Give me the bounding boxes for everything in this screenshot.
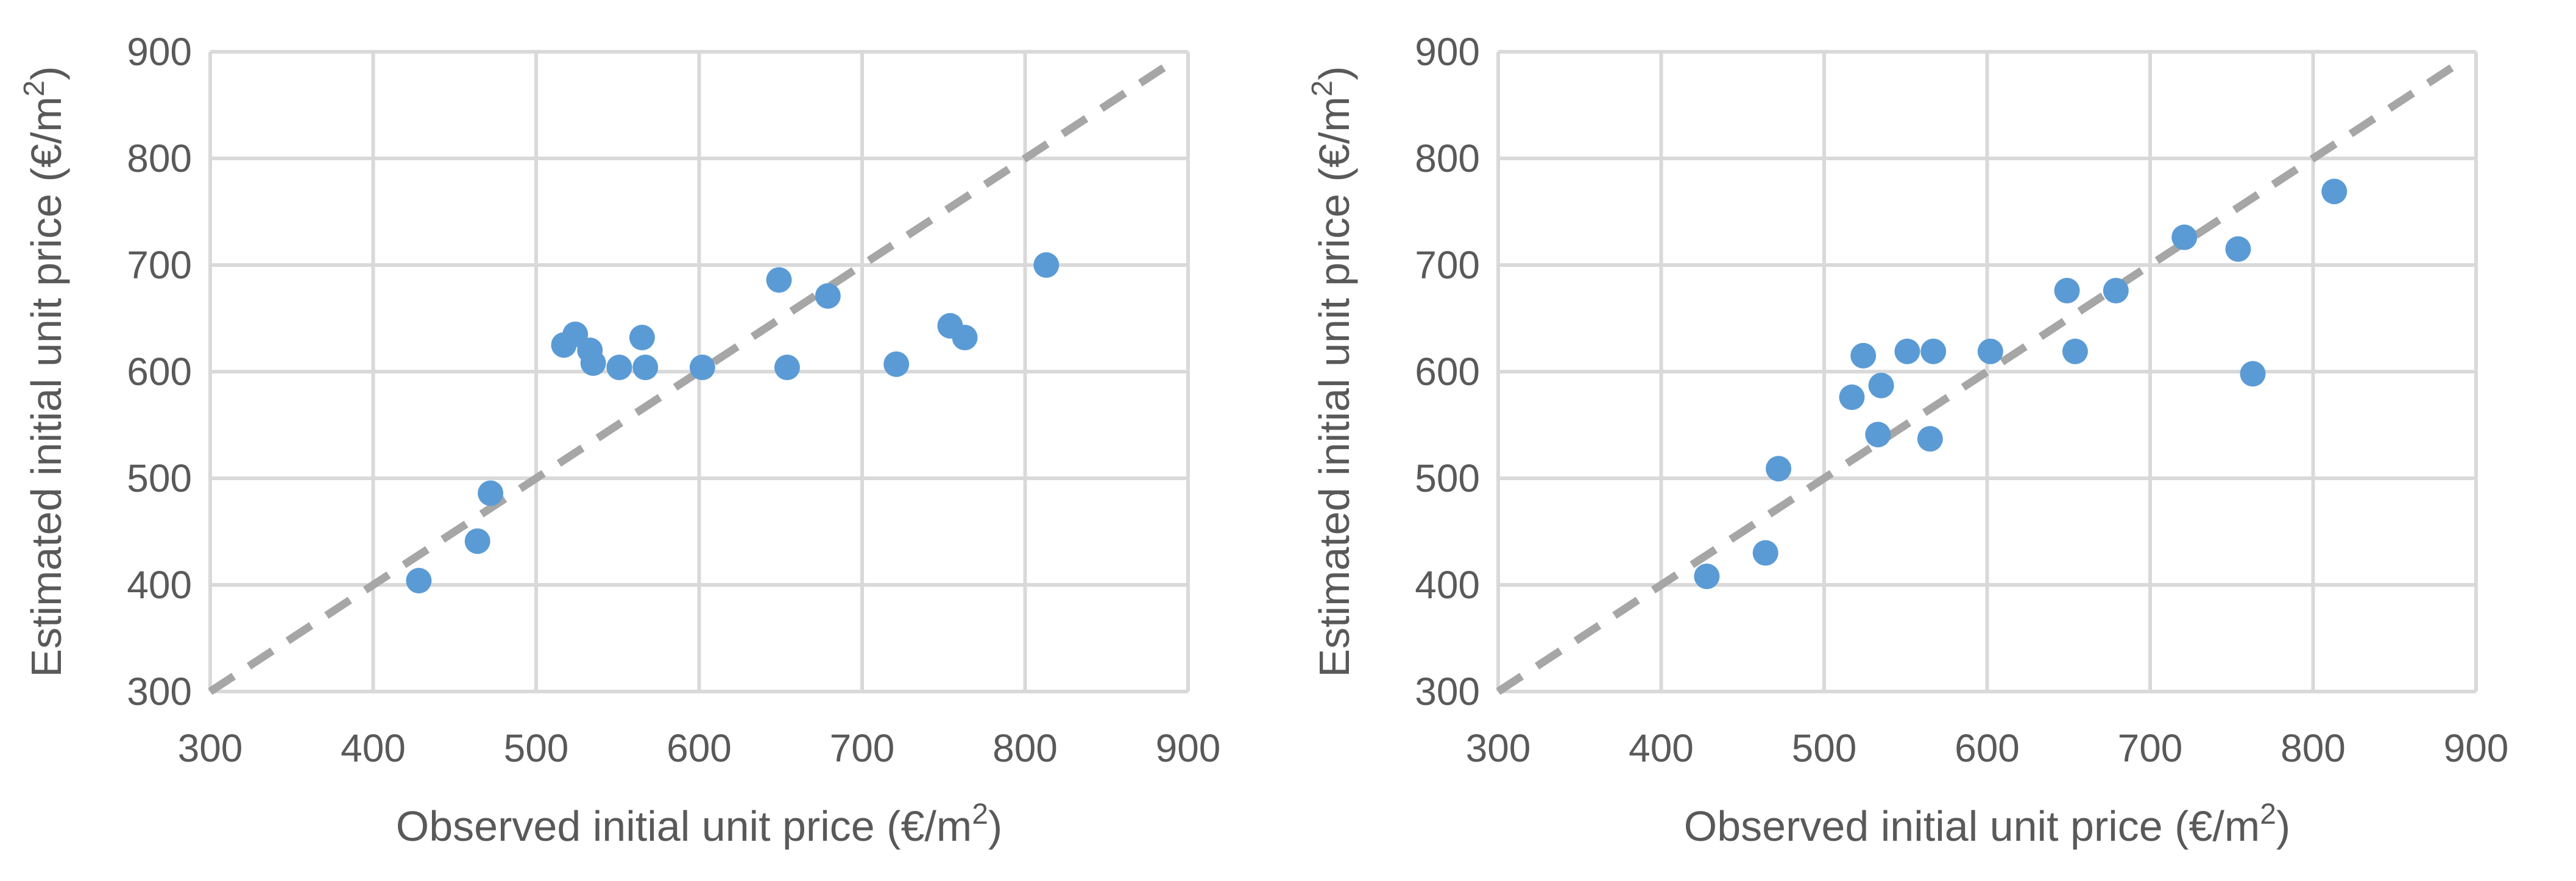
y-axis-title-closing: ) [23,66,70,80]
y-tick-label: 900 [127,30,192,74]
data-point [2225,236,2251,262]
data-point [2103,278,2129,303]
y-tick-label: 600 [1415,350,1480,394]
data-points [1694,179,2348,589]
y-tick-label: 900 [1415,30,1480,74]
y-tick-label: 800 [1415,136,1480,180]
scatter-chart-right: 300 400 500 600 700 800 900 300 400 500 600 700 800 9… [1288,0,2576,881]
x-axis-title-superscript: 2 [972,798,988,830]
data-point [629,325,655,350]
x-axis-title-superscript: 2 [2260,798,2276,830]
x-tick-label: 600 [1955,726,2020,770]
y-axis-title-superscript: 2 [18,80,51,97]
data-point [2062,338,2088,364]
data-point [406,568,432,593]
y-tick-label: 700 [1415,243,1480,287]
data-point [2240,361,2266,387]
data-point [1920,338,1947,364]
data-point [1917,426,1943,452]
x-tick-label: 800 [2281,726,2346,770]
data-point [774,355,800,380]
data-point [1865,422,1891,448]
data-point [1766,456,1792,482]
data-points [406,252,1060,593]
tick-labels: 300 400 500 600 700 800 900 300 400 500 600 700 800 9… [1415,30,2508,770]
y-tick-label: 500 [127,456,192,500]
x-axis-title: Observed initial unit price (€/m2) [1684,798,2290,850]
x-axis-title: Observed initial unit price (€/m2) [396,798,1002,850]
y-axis-title-text: Estimated initial unit price (€/m [23,96,70,677]
data-point [632,355,659,380]
x-tick-label: 900 [2444,726,2509,770]
data-point [478,480,504,506]
data-point [1694,564,1720,589]
data-point [815,283,841,309]
y-axis-title-closing: ) [1311,66,1358,80]
y-tick-label: 600 [127,350,192,394]
y-tick-label: 300 [127,670,192,713]
reference-line-1to1 [208,59,1174,695]
y-tick-label: 400 [1415,563,1480,607]
reference-line-1to1 [1496,59,2462,695]
y-tick-label: 800 [127,136,192,180]
x-axis-title-text: Observed initial unit price (€/m [396,802,972,850]
data-point [2171,224,2198,250]
scatter-chart-left: 300 400 500 600 700 800 900 300 400 500 600 700 800 9… [18,30,1220,850]
y-tick-label: 300 [1415,670,1480,713]
x-tick-label: 400 [341,726,406,770]
y-axis-title-superscript: 2 [1306,80,1339,97]
data-point [1850,342,1877,369]
data-point [1977,338,2003,364]
data-point [1033,252,1060,278]
x-axis-title-closing: ) [988,802,1002,850]
y-tick-label: 700 [127,243,192,287]
y-axis-title: Estimated initial unit price (€/m2) [18,66,70,677]
data-point [766,267,792,293]
data-point [2054,278,2080,303]
x-tick-label: 400 [1629,726,1694,770]
x-tick-label: 500 [1792,726,1857,770]
data-point [689,355,715,380]
data-point [1894,338,1920,364]
x-tick-label: 600 [667,726,732,770]
x-axis-title-text: Observed initial unit price (€/m [1684,802,2260,850]
scatter-plot-left: 300 400 500 600 700 800 900 300 400 500 600 700 800 9… [18,30,1220,850]
x-tick-label: 700 [830,726,895,770]
y-axis-title-text: Estimated initial unit price (€/m [1311,96,1358,677]
x-axis-title-closing: ) [2276,802,2290,850]
data-point [1752,540,1778,566]
scatter-plot-right: 300 400 500 600 700 800 900 300 400 500 600 700 800 9… [1306,30,2508,850]
data-point [952,325,978,350]
x-tick-label: 900 [1156,726,1221,770]
data-point [1868,372,1894,398]
x-tick-label: 700 [2118,726,2183,770]
data-point [2321,179,2348,205]
y-tick-label: 500 [1415,456,1480,500]
x-tick-label: 800 [993,726,1058,770]
y-axis-title: Estimated initial unit price (€/m2) [1306,66,1358,677]
x-tick-label: 300 [178,726,243,770]
data-point [464,528,490,554]
data-point [606,355,632,380]
y-tick-label: 400 [127,563,192,607]
data-point [883,351,910,377]
x-tick-label: 500 [504,726,569,770]
tick-labels: 300 400 500 600 700 800 900 300 400 500 600 700 800 9… [127,30,1220,770]
data-point [1839,384,1865,410]
x-tick-label: 300 [1466,726,1531,770]
data-point [580,350,606,376]
